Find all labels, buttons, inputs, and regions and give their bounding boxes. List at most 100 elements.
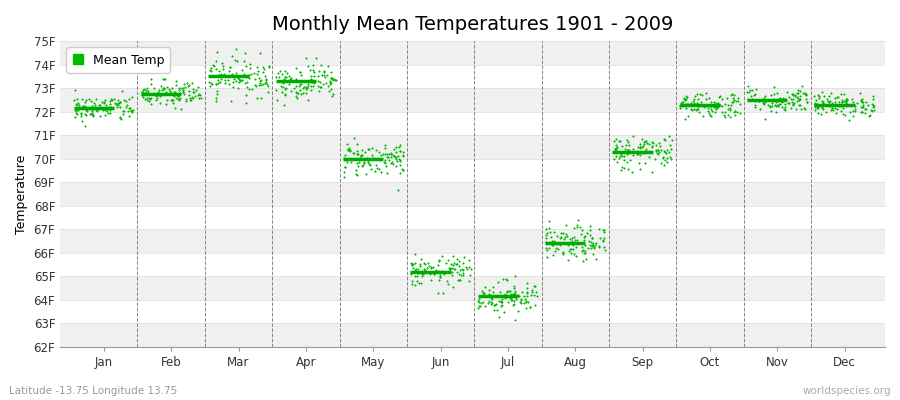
Point: [445, 269, 459, 275]
Point: [432, 257, 446, 263]
Point: [119, 98, 133, 104]
Point: [633, 141, 647, 148]
Point: [612, 154, 626, 161]
Point: [283, 81, 297, 88]
Point: [328, 77, 343, 83]
Point: [203, 80, 218, 86]
Point: [235, 67, 249, 73]
Point: [592, 234, 607, 241]
Point: [854, 104, 868, 110]
Point: [84, 98, 98, 104]
Point: [124, 107, 139, 113]
Legend: Mean Temp: Mean Temp: [67, 47, 170, 73]
Point: [413, 263, 428, 269]
Point: [619, 150, 634, 157]
Point: [746, 92, 760, 98]
Point: [315, 72, 329, 78]
Point: [706, 107, 720, 114]
Point: [521, 298, 535, 305]
Point: [703, 102, 717, 108]
Point: [441, 269, 455, 275]
Point: [88, 96, 103, 102]
Point: [269, 96, 284, 103]
Point: [631, 144, 645, 150]
Point: [326, 90, 340, 97]
Point: [567, 237, 581, 243]
Point: [520, 285, 535, 292]
Point: [845, 96, 859, 103]
Point: [540, 254, 554, 260]
Point: [681, 112, 696, 119]
Point: [282, 73, 296, 80]
Point: [713, 102, 727, 108]
Point: [314, 84, 328, 90]
Point: [836, 98, 850, 104]
Point: [544, 238, 559, 244]
Point: [430, 290, 445, 296]
Point: [636, 141, 651, 147]
Point: [827, 99, 842, 105]
Point: [508, 289, 522, 296]
Point: [408, 260, 422, 266]
Bar: [60, 229, 885, 253]
Point: [835, 99, 850, 105]
Point: [613, 138, 627, 144]
Point: [810, 101, 824, 107]
Point: [764, 102, 778, 109]
Point: [747, 91, 761, 98]
Point: [502, 288, 517, 294]
Point: [168, 89, 183, 95]
Point: [834, 91, 849, 98]
Point: [824, 107, 838, 114]
Point: [144, 81, 158, 87]
Point: [675, 98, 689, 105]
Point: [289, 64, 303, 71]
Point: [544, 234, 558, 240]
Point: [383, 150, 398, 156]
Point: [636, 139, 651, 145]
Point: [726, 92, 741, 99]
Point: [656, 154, 670, 160]
Point: [819, 109, 833, 115]
Point: [109, 100, 123, 107]
Point: [493, 292, 508, 299]
Point: [248, 83, 263, 90]
Point: [680, 96, 694, 102]
Point: [757, 95, 771, 102]
Point: [743, 93, 758, 100]
Point: [143, 94, 157, 101]
Point: [325, 75, 339, 82]
Point: [289, 82, 303, 89]
Point: [103, 97, 117, 104]
Point: [451, 277, 465, 284]
Point: [846, 112, 860, 119]
Point: [657, 162, 671, 168]
Point: [232, 79, 247, 85]
Point: [770, 102, 784, 108]
Point: [854, 97, 868, 104]
Point: [723, 114, 737, 120]
Point: [639, 146, 653, 152]
Point: [811, 110, 825, 116]
Point: [209, 80, 223, 87]
Point: [564, 246, 579, 252]
Point: [350, 160, 365, 167]
Point: [446, 284, 460, 290]
Point: [113, 99, 128, 106]
Point: [786, 101, 800, 108]
Point: [277, 68, 292, 74]
Point: [517, 300, 531, 306]
Point: [811, 104, 825, 111]
Point: [507, 291, 521, 297]
Point: [808, 100, 823, 107]
Point: [823, 98, 837, 104]
Point: [514, 296, 528, 302]
Point: [86, 106, 101, 112]
Point: [68, 107, 82, 113]
Point: [203, 67, 218, 74]
Point: [384, 159, 399, 165]
Point: [80, 108, 94, 114]
Point: [210, 91, 224, 97]
Point: [859, 106, 873, 112]
Point: [608, 145, 623, 152]
